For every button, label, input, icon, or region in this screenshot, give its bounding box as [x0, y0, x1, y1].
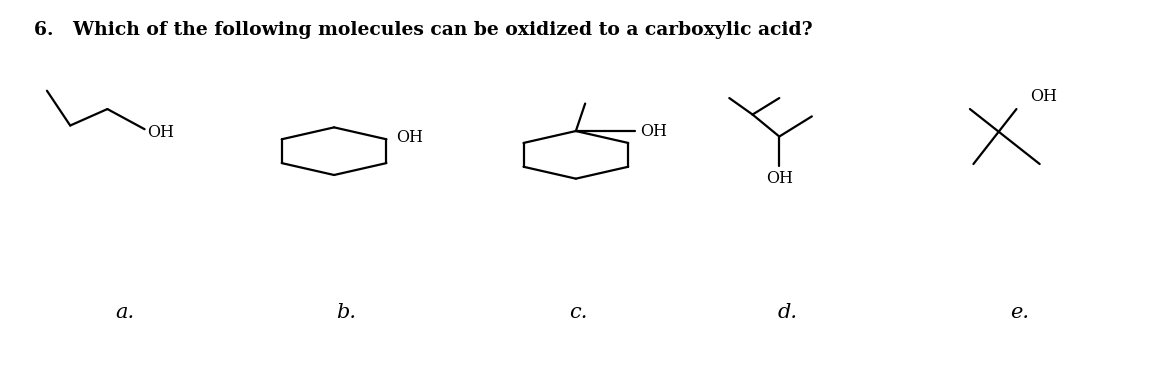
Text: 6.   Which of the following molecules can be oxidized to a carboxylic acid?: 6. Which of the following molecules can … — [34, 21, 813, 39]
Text: OH: OH — [147, 124, 174, 141]
Text: OH: OH — [766, 170, 793, 187]
Text: b.: b. — [335, 302, 356, 321]
Text: OH: OH — [1030, 89, 1057, 105]
Text: a.: a. — [116, 302, 134, 321]
Text: OH: OH — [640, 122, 667, 140]
Text: e.: e. — [1010, 302, 1029, 321]
Text: d.: d. — [778, 302, 798, 321]
Text: OH: OH — [396, 129, 423, 146]
Text: c.: c. — [569, 302, 588, 321]
